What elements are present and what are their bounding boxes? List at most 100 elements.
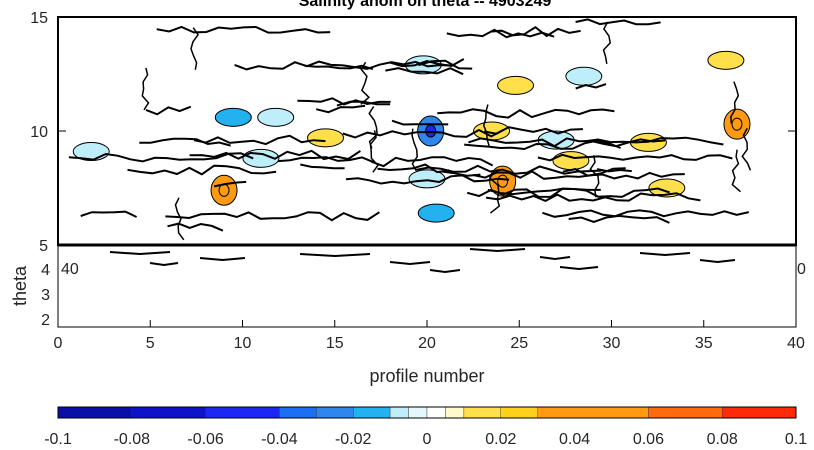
contour-line <box>490 25 581 38</box>
colorbar-segment <box>205 406 280 419</box>
contour-line-vertical <box>589 155 600 198</box>
bottom-panel-background <box>58 245 796 327</box>
contour-line <box>575 18 661 26</box>
contour-line-vertical <box>368 106 378 149</box>
contour-line <box>315 104 366 114</box>
clipped-tick-label-left: 40 <box>61 261 79 278</box>
contour-line <box>234 60 452 71</box>
y-tick-label-2: 2 <box>41 312 50 329</box>
colorbar-tick-label: -0.04 <box>261 431 298 448</box>
contour-line <box>377 163 450 174</box>
colorbar-segment <box>279 406 317 419</box>
contour-line <box>575 83 607 90</box>
anomaly-patch <box>565 66 603 86</box>
contour-line <box>167 222 224 232</box>
y-tick-label-4: 4 <box>41 262 50 279</box>
colorbar-segment <box>316 406 354 419</box>
contour-line <box>485 192 701 203</box>
contour-line <box>213 180 247 188</box>
contour-line <box>537 153 733 162</box>
contour-line-vertical <box>741 127 752 171</box>
contour-line <box>389 58 465 68</box>
contour-line <box>145 105 192 116</box>
contour-line-vertical <box>174 197 185 241</box>
contour-line <box>68 152 254 163</box>
contour-line <box>483 126 583 135</box>
y-tick-label-10: 10 <box>30 124 48 141</box>
contour-line <box>139 137 231 147</box>
contour-line <box>277 156 375 164</box>
colorbar-segment <box>353 406 391 419</box>
bottom-contour-lines <box>109 248 736 274</box>
colorbar-tick-label: 0.06 <box>633 431 664 448</box>
contour-line <box>437 108 615 119</box>
colorbar: -0.1 -0.08 -0.06 -0.04 -0.02 0 0.02 0.04 0.06 0.0… <box>44 406 807 448</box>
anomaly-patch <box>257 107 295 127</box>
contour-line <box>342 128 505 139</box>
colorbar-segment <box>131 406 206 419</box>
x-tick-label: 5 <box>146 335 155 352</box>
colorbar-frame <box>57 406 797 419</box>
anomaly-patch-core <box>425 124 437 138</box>
anomaly-patch-core <box>218 183 230 197</box>
contour-line <box>127 164 277 176</box>
contour-line-vertical <box>360 61 371 105</box>
contour-line <box>542 209 750 218</box>
contour-fragment <box>109 251 171 256</box>
colorbar-tick-label: 0.1 <box>785 431 807 448</box>
contour-line <box>473 170 685 180</box>
y-tick-label-5: 5 <box>39 238 48 255</box>
colorbar-segment <box>426 406 446 419</box>
contour-fragment <box>559 266 599 271</box>
contour-lines <box>68 18 752 241</box>
contour-line <box>345 174 510 185</box>
contour-line <box>385 67 464 76</box>
colorbar-segment <box>648 406 723 419</box>
x-tick-label: 20 <box>418 335 436 352</box>
colorbar-tick-label: -0.08 <box>114 431 151 448</box>
contour-line-vertical <box>411 128 418 172</box>
contour-line <box>466 187 671 198</box>
contour-line <box>446 28 555 39</box>
contour-line <box>189 149 361 161</box>
colorbar-segment <box>389 406 409 419</box>
contour-line <box>441 170 481 177</box>
contour-fragment <box>429 269 461 274</box>
contour-line-vertical <box>730 81 740 124</box>
contour-line <box>562 167 626 177</box>
contour-line <box>304 64 374 71</box>
contour-line <box>585 136 724 146</box>
colorbar-tick-label: 0.02 <box>485 431 516 448</box>
contour-line <box>596 168 632 173</box>
contour-fragment <box>299 253 371 258</box>
anomaly-patch <box>214 107 252 127</box>
x-tick-label: 0 <box>54 335 63 352</box>
chart-title: Salinity anom on theta -- 4903249 <box>299 0 552 10</box>
y-axis-label: theta <box>10 265 30 306</box>
contour-line <box>300 163 345 170</box>
colorbar-segment <box>537 406 649 419</box>
x-axis-ticks: 0 5 10 15 20 25 30 35 40 <box>54 320 805 352</box>
colorbar-tick-label: 0.08 <box>707 431 738 448</box>
colorbar-tick-label: -0.06 <box>187 431 224 448</box>
contour-line-vertical <box>602 21 612 65</box>
clipped-tick-label-right: 0 <box>797 261 806 278</box>
top-panel: 15 10 5 <box>30 10 797 255</box>
contour-line <box>464 139 621 151</box>
y-tick-label-3: 3 <box>41 287 50 304</box>
contour-line <box>371 156 494 168</box>
x-tick-label: 15 <box>326 335 344 352</box>
x-axis-label: profile number <box>369 366 484 386</box>
anomaly-patch <box>707 50 745 70</box>
x-tick-label: 10 <box>234 335 252 352</box>
contour-fragment <box>699 259 736 264</box>
contour-line-vertical <box>482 104 491 147</box>
colorbar-segment <box>722 406 797 419</box>
contour-fragment <box>199 257 246 262</box>
contour-line <box>418 59 473 70</box>
contour-line-vertical <box>190 27 200 70</box>
contour-line-vertical <box>141 67 150 111</box>
x-tick-label: 35 <box>695 335 713 352</box>
colorbar-segments <box>57 406 797 419</box>
colorbar-segment <box>57 406 133 419</box>
